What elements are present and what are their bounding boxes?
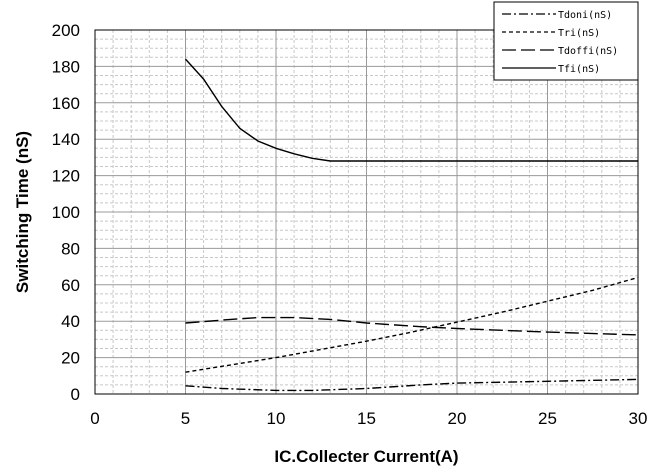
x-tick-label: 0 bbox=[90, 409, 99, 428]
y-tick-label: 20 bbox=[61, 349, 80, 368]
y-tick-label: 120 bbox=[52, 167, 80, 186]
legend-items: Tdoni(nS) Tri(nS) Tdoffi(nS) Tfi(nS) bbox=[502, 10, 618, 75]
y-axis-tick-labels: 0 20 40 60 80 100 120 140 160 180 200 bbox=[52, 21, 80, 404]
x-tick-label: 5 bbox=[181, 409, 190, 428]
x-tick-label: 30 bbox=[629, 409, 648, 428]
y-tick-label: 0 bbox=[71, 385, 80, 404]
legend-label: Tdoffi(nS) bbox=[558, 46, 618, 57]
y-tick-label: 100 bbox=[52, 203, 80, 222]
y-tick-label: 60 bbox=[61, 276, 80, 295]
x-tick-label: 25 bbox=[538, 409, 557, 428]
y-tick-label: 160 bbox=[52, 94, 80, 113]
legend-label: Tri(nS) bbox=[558, 28, 600, 39]
series-line-3 bbox=[185, 316, 639, 336]
x-tick-label: 10 bbox=[267, 409, 286, 428]
y-tick-label: 180 bbox=[52, 57, 80, 76]
series-line-1 bbox=[185, 378, 639, 392]
y-axis-title: Switching Time (nS) bbox=[13, 131, 32, 293]
x-axis-tick-labels: 0 5 10 15 20 25 30 bbox=[90, 409, 647, 428]
y-tick-label: 40 bbox=[61, 312, 80, 331]
legend: Tdoni(nS) Tri(nS) Tdoffi(nS) Tfi(nS) bbox=[493, 1, 639, 81]
legend-label: Tdoni(nS) bbox=[558, 10, 612, 21]
x-tick-label: 15 bbox=[357, 409, 376, 428]
series-line-4 bbox=[184, 58, 638, 162]
series-lines bbox=[184, 58, 639, 392]
plot-area-frame bbox=[94, 29, 639, 395]
legend-label: Tfi(nS) bbox=[558, 64, 600, 75]
x-axis-title: IC.Collecter Current(A) bbox=[274, 447, 458, 466]
x-tick-label: 20 bbox=[448, 409, 467, 428]
legend-box bbox=[493, 1, 639, 81]
y-tick-label: 200 bbox=[52, 21, 80, 40]
y-tick-label: 140 bbox=[52, 130, 80, 149]
y-tick-label: 80 bbox=[61, 239, 80, 258]
